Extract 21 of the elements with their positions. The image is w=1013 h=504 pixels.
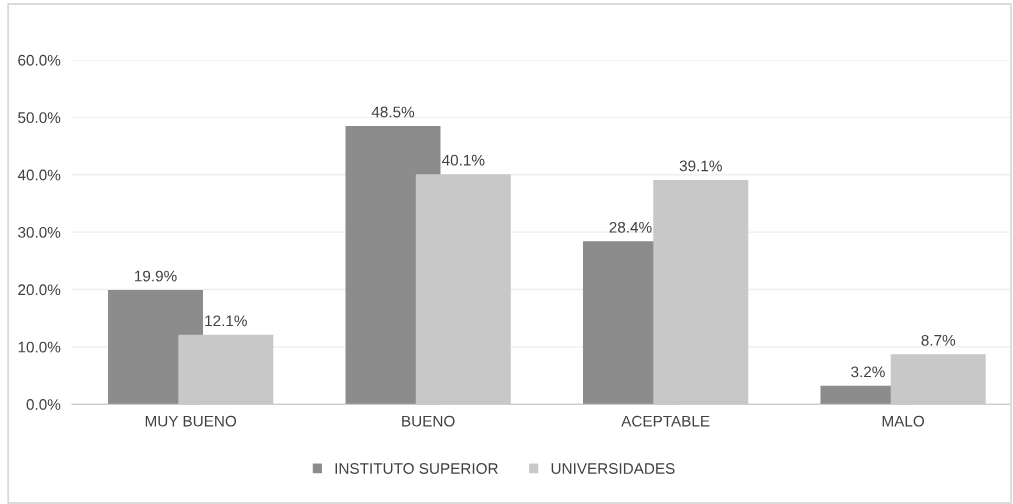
y-tick-label: 20.0% bbox=[18, 284, 61, 296]
x-tick-label: MUY BUENO bbox=[145, 415, 237, 427]
text: 40.1% bbox=[441, 154, 485, 166]
y-tick-label: 50.0% bbox=[18, 112, 61, 124]
x-tick-label: ACEPTABLE bbox=[621, 415, 710, 427]
y-tick-label: 30.0% bbox=[18, 226, 61, 238]
text: 3.2% bbox=[851, 366, 885, 378]
y-tick-label: 0.0% bbox=[26, 399, 61, 410]
legend-label: UNIVERSIDADES bbox=[551, 463, 675, 474]
text: 19.9% bbox=[135, 270, 177, 282]
x-tick-label: MALO bbox=[882, 415, 925, 427]
text: 48.5% bbox=[371, 106, 415, 118]
y-tick-label: 60.0% bbox=[18, 54, 61, 66]
x-tick-label: BUENO bbox=[402, 415, 455, 427]
text: 12.1% bbox=[205, 315, 247, 327]
text: 39.1% bbox=[679, 160, 722, 172]
y-tick-label: 40.0% bbox=[17, 169, 61, 181]
y-tick-label: 10.0% bbox=[18, 341, 61, 353]
text: 8.7% bbox=[921, 334, 956, 346]
legend-label: INSTITUTO SUPERIOR bbox=[335, 463, 498, 474]
text: 28.4% bbox=[609, 221, 652, 233]
